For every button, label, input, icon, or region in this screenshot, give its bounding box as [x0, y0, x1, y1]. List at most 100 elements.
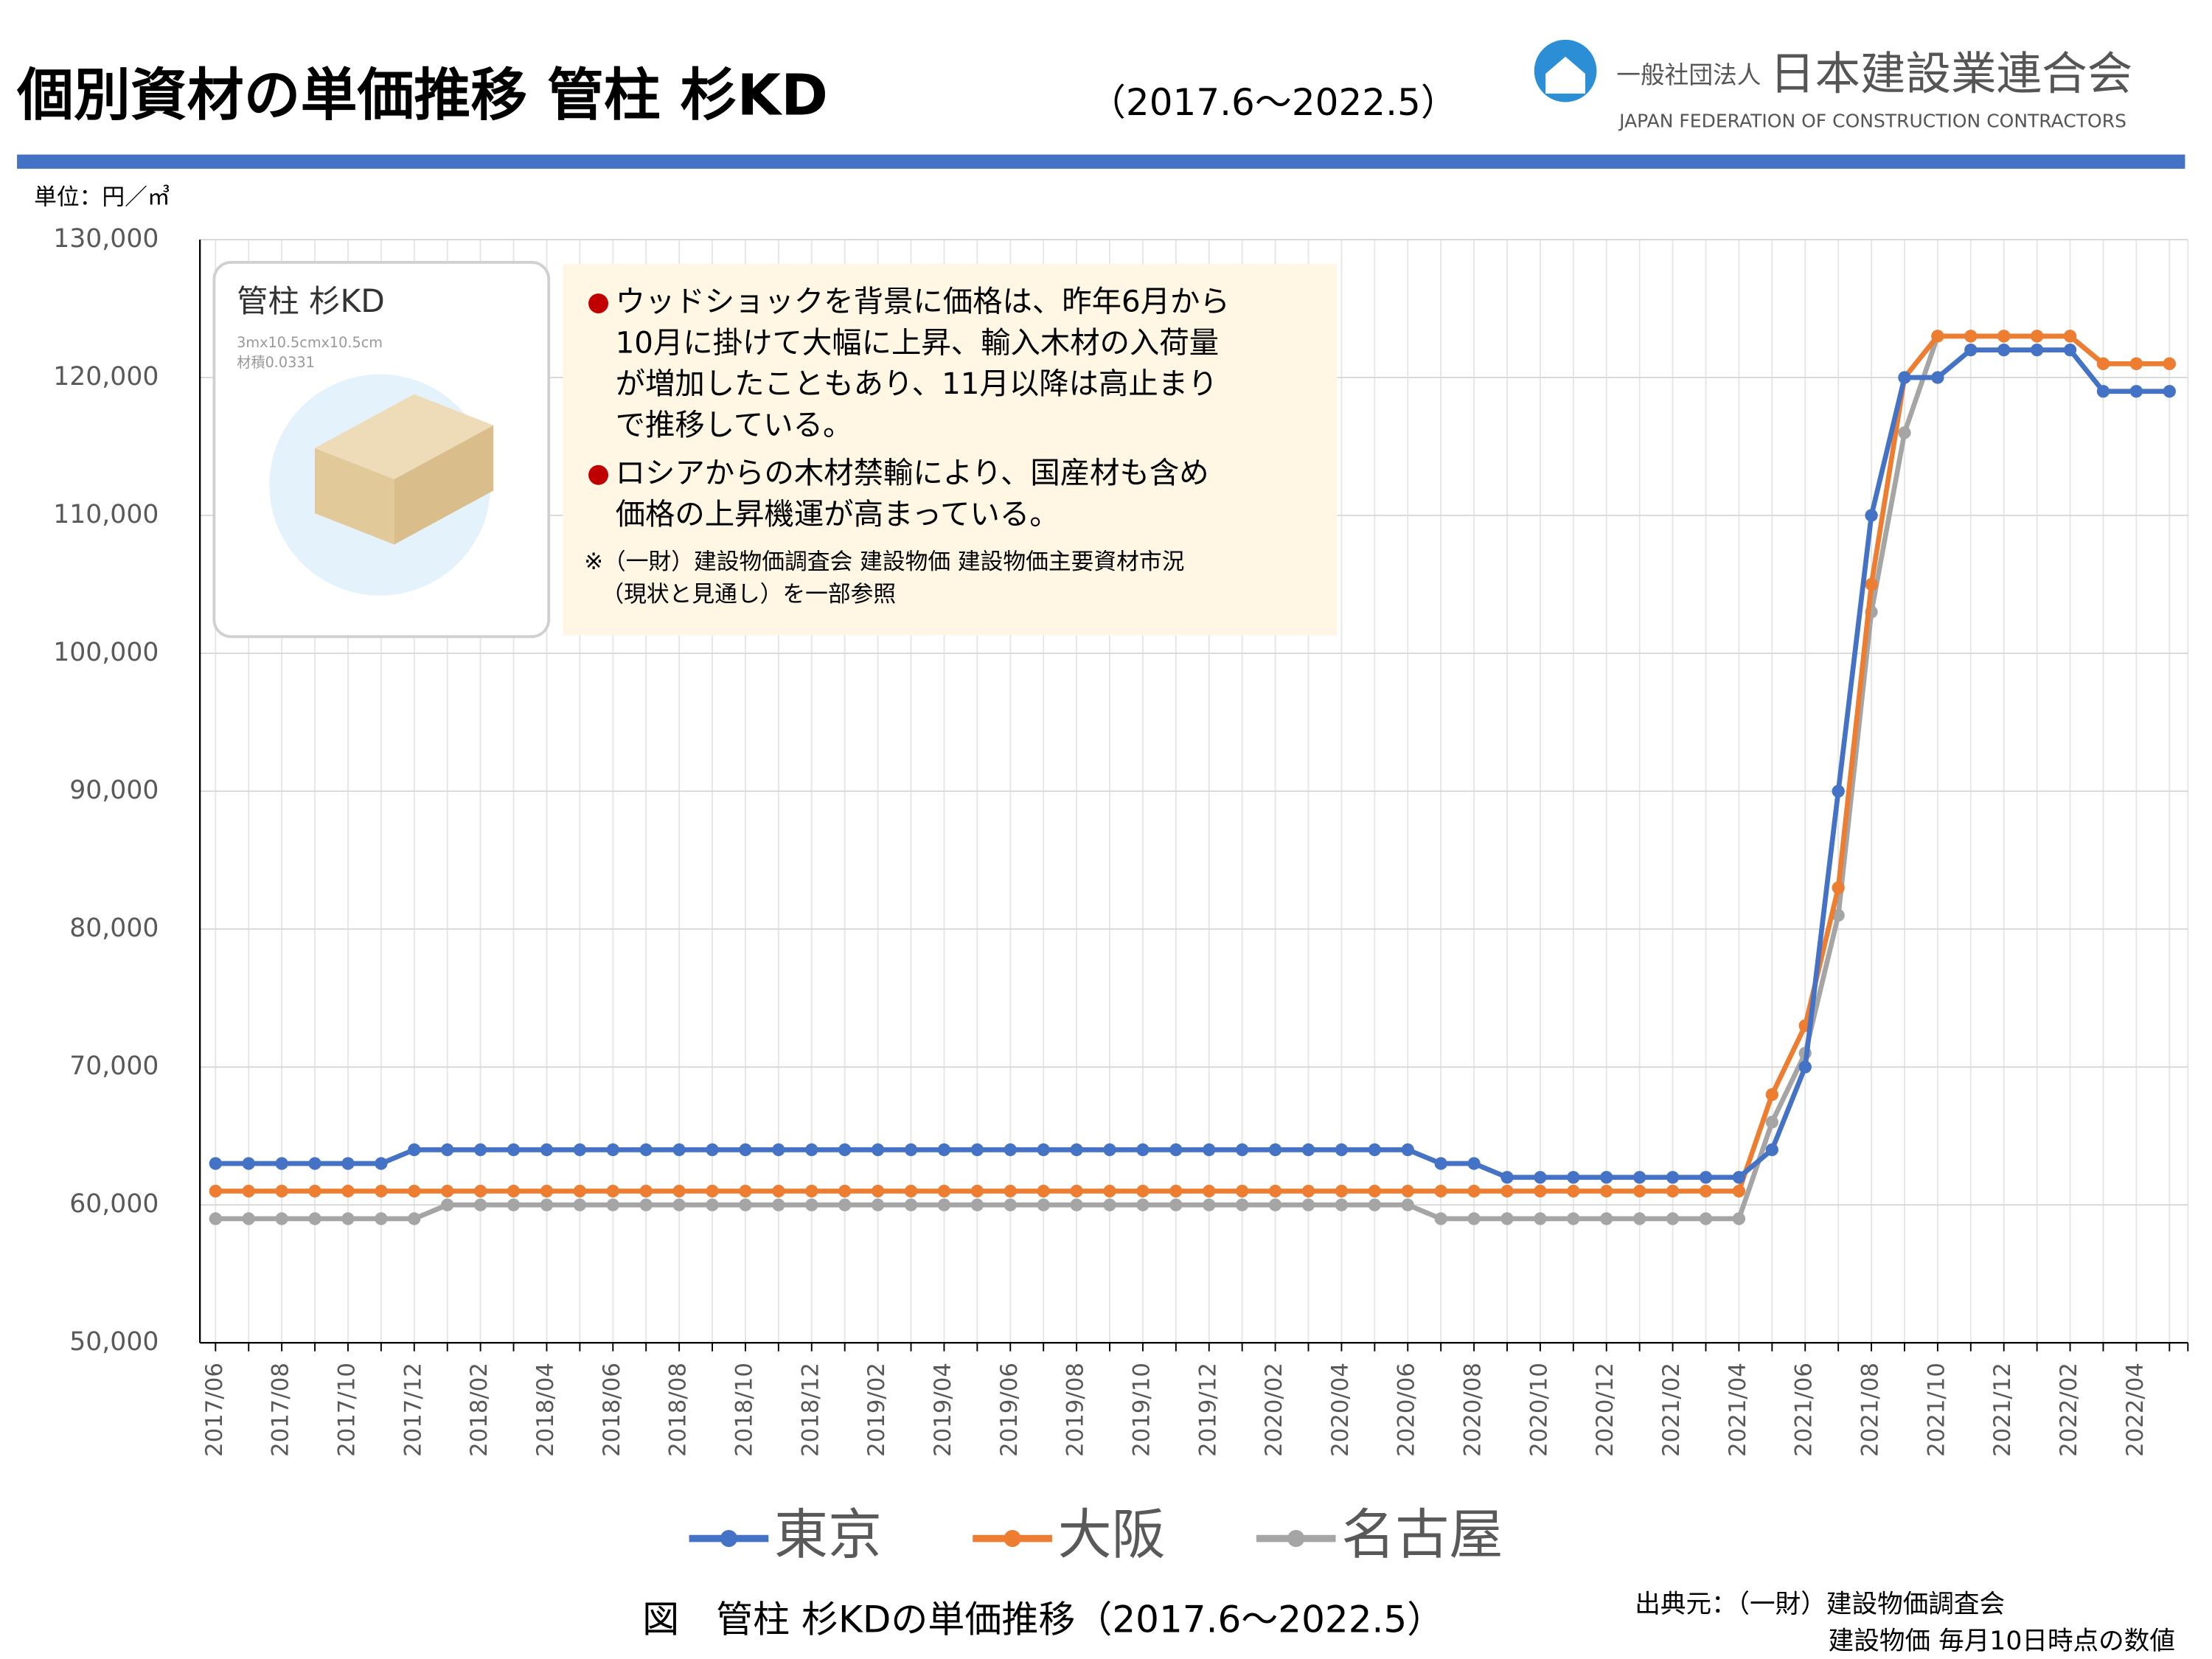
wood-top	[314, 394, 494, 479]
data-point	[805, 1184, 818, 1198]
y-tick-label: 120,000	[53, 362, 159, 392]
data-point	[1236, 1198, 1249, 1211]
x-tick-label: 2020/02	[1261, 1363, 1287, 1457]
legend-marker	[720, 1530, 737, 1548]
legend-label: 東京	[774, 1504, 882, 1567]
data-point	[341, 1184, 355, 1198]
x-tick-label: 2017/12	[400, 1363, 426, 1457]
data-point	[1500, 1212, 1514, 1225]
data-point	[772, 1143, 785, 1156]
y-tick-label: 90,000	[69, 776, 159, 805]
notes-bg	[563, 263, 1338, 636]
data-point	[1600, 1212, 1613, 1225]
x-tick-label: 2017/08	[268, 1363, 294, 1457]
data-point	[1567, 1212, 1580, 1225]
data-point	[1103, 1198, 1116, 1211]
data-point	[739, 1143, 752, 1156]
data-point	[1401, 1143, 1414, 1156]
data-point	[606, 1184, 619, 1198]
data-point	[606, 1143, 619, 1156]
data-point	[805, 1143, 818, 1156]
data-point	[1037, 1198, 1050, 1211]
data-point	[1600, 1171, 1613, 1184]
x-tick-label: 2021/08	[1857, 1363, 1884, 1457]
data-point	[639, 1184, 653, 1198]
data-point	[1964, 343, 1978, 357]
data-point	[1236, 1184, 1249, 1198]
data-point	[1301, 1184, 1315, 1198]
y-tick-label: 80,000	[69, 914, 159, 943]
data-point	[1070, 1198, 1083, 1211]
data-point	[838, 1143, 852, 1156]
data-point	[1401, 1184, 1414, 1198]
chart-title: 個別資材の単価推移 管柱 杉KD	[16, 63, 828, 129]
data-point	[1898, 371, 1911, 384]
data-point	[473, 1198, 487, 1211]
legend-marker	[1287, 1530, 1305, 1548]
data-point	[1633, 1184, 1646, 1198]
source-line: 出典元：（一財）建設物価調査会	[1635, 1590, 2005, 1619]
data-point	[1467, 1184, 1481, 1198]
data-point	[2063, 330, 2077, 343]
data-point	[1600, 1184, 1613, 1198]
data-point	[375, 1212, 388, 1225]
note-text: ロシアからの木材禁輸により、国産材も含め	[616, 456, 1209, 490]
x-tick-label: 2019/12	[1194, 1363, 1221, 1457]
header-rule	[17, 154, 2185, 169]
x-tick-label: 2021/10	[1923, 1363, 1950, 1457]
x-tick-label: 2019/08	[1062, 1363, 1089, 1457]
data-point	[1434, 1212, 1447, 1225]
data-point	[242, 1184, 255, 1198]
data-point	[1004, 1143, 1017, 1156]
data-point	[1203, 1184, 1216, 1198]
x-tick-label: 2018/12	[797, 1363, 824, 1457]
data-point	[1268, 1143, 1282, 1156]
y-tick-label: 50,000	[69, 1327, 159, 1357]
data-point	[937, 1143, 951, 1156]
data-point	[772, 1184, 785, 1198]
data-point	[1169, 1198, 1183, 1211]
data-point	[639, 1143, 653, 1156]
data-point	[242, 1157, 255, 1170]
data-point	[970, 1184, 984, 1198]
data-point	[1037, 1143, 1050, 1156]
data-point	[1037, 1184, 1050, 1198]
data-point	[1964, 330, 1978, 343]
x-tick-label: 2018/04	[532, 1363, 559, 1457]
data-point	[1931, 330, 1944, 343]
data-point	[2063, 343, 2077, 357]
data-point	[1136, 1184, 1150, 1198]
data-point	[308, 1157, 321, 1170]
wood-side	[394, 425, 494, 545]
data-point	[871, 1198, 885, 1211]
x-tick-label: 2018/10	[731, 1363, 757, 1457]
x-tick-label: 2022/04	[2122, 1363, 2149, 1457]
data-point	[838, 1198, 852, 1211]
org-name: 日本建設業連合会	[1770, 47, 2132, 100]
bullet	[588, 293, 608, 313]
data-point	[1931, 371, 1944, 384]
logo-icon-house	[1545, 56, 1585, 94]
data-point	[209, 1157, 222, 1170]
data-point	[540, 1198, 554, 1211]
data-point	[1467, 1157, 1481, 1170]
product-name: 管柱 杉KD	[237, 283, 385, 319]
data-point	[1997, 343, 2011, 357]
y-tick-label: 130,000	[53, 224, 159, 254]
x-tick-label: 2018/02	[466, 1363, 493, 1457]
legend-label: 名古屋	[1341, 1504, 1503, 1567]
data-point	[706, 1184, 719, 1198]
data-point	[1070, 1184, 1083, 1198]
data-point	[1997, 330, 2011, 343]
data-point	[375, 1184, 388, 1198]
data-point	[1832, 908, 1845, 922]
data-point	[706, 1198, 719, 1211]
data-point	[1699, 1184, 1713, 1198]
data-point	[1798, 1060, 1812, 1074]
data-point	[904, 1198, 918, 1211]
data-point	[1765, 1143, 1778, 1156]
x-tick-label: 2021/06	[1791, 1363, 1818, 1457]
data-point	[1004, 1184, 1017, 1198]
data-point	[209, 1212, 222, 1225]
x-tick-label: 2018/08	[665, 1363, 692, 1457]
